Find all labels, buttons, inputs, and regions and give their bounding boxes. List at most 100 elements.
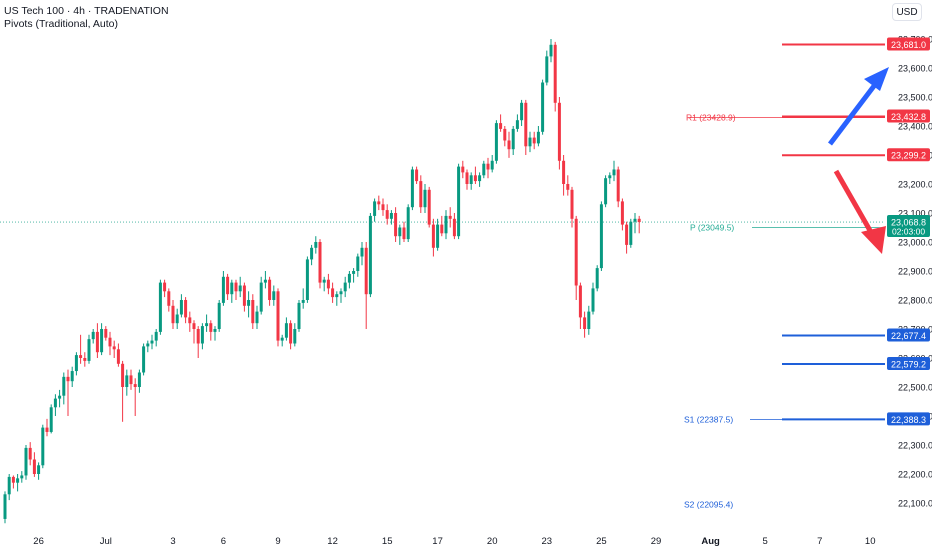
currency-button[interactable]: USD [892,3,922,21]
candle-body [24,447,28,476]
x-tick-label: 20 [487,536,498,547]
candle-body [620,201,624,225]
x-tick-label: 15 [382,536,393,547]
symbol-title[interactable]: US Tech 100 · 4h · TRADENATION [4,5,169,17]
support-price-tag [887,357,930,371]
up-arrow-head [864,67,889,91]
candle-body [486,163,490,170]
candle-body [419,181,423,208]
candle-body [360,247,364,257]
candle-body [461,166,465,173]
candle-body [251,300,255,324]
candle-body [163,282,167,292]
candle-body [356,256,360,271]
pivot-label-r1: R1 (23428.9) [686,113,736,123]
candle-body [373,201,377,216]
candle-body [16,478,20,483]
price-tags-layer: 23,681.0 23,432.8 23,299.2 22,677.4 22,579.2… [887,37,930,426]
candle-body [633,218,637,222]
y-tick-label: 22,300.0 [898,441,932,451]
candle-body [79,355,83,358]
candle-body [473,175,477,182]
candle-body [37,465,41,474]
candle-body [410,169,414,208]
candle-body [7,476,11,495]
x-tick-label: 10 [865,536,876,547]
candle-body [272,291,276,300]
pivot-label-s1: S1 (22387.5) [684,415,733,425]
y-tick-label: 23,400.0 [898,122,932,132]
candle-body [574,218,578,286]
candle-body [45,427,49,432]
candle-body [32,459,36,474]
x-tick-label: 12 [327,536,338,547]
candle-body [301,300,305,303]
candle-body [394,213,398,237]
support-price-tag-label: 22,677.4 [891,331,926,341]
y-tick-label: 22,900.0 [898,267,932,277]
price-axis: 22,100.022,200.022,300.022,400.022,500.0… [898,35,932,509]
y-tick-label: 23,600.0 [898,64,932,74]
x-tick-label: 9 [275,536,280,547]
candle-body [599,204,603,269]
candle-body [587,311,591,329]
indicator-label[interactable]: Pivots (Traditional, Auto) [4,18,118,30]
pivot-label-s2: S2 (22095.4) [684,499,733,509]
candle-body [259,282,263,312]
candle-body [578,285,582,318]
candle-body [515,120,519,129]
candle-body [100,329,104,353]
support-price-tag [887,412,930,426]
candle-body [381,204,385,211]
candle-body [192,323,196,329]
support-price-tag [887,328,930,342]
resistance-price-tag-label: 23,432.8 [891,112,926,122]
candle-body [209,323,213,332]
candle-body [318,242,322,283]
candle-body [507,140,511,150]
candle-body [431,224,435,248]
candle-body [343,282,347,292]
resistance-price-tag-label: 23,299.2 [891,151,926,161]
candle-body [167,291,171,306]
candle-body [549,44,553,57]
candle-body [389,213,393,219]
candle-body [108,337,112,347]
candle-body [242,285,246,306]
candle-body [125,375,129,387]
candle-body [137,372,141,387]
x-tick-label: 25 [596,536,607,547]
resistance-price-tag [887,109,930,123]
candle-body [612,169,616,176]
candle-body [104,329,108,338]
candle-body [226,276,230,295]
candle-body [154,331,158,341]
candle-body [452,218,456,237]
candle-body [511,128,515,150]
candle-body [616,169,620,202]
candle-body [230,282,234,295]
candle-body [196,329,200,344]
candle-body [331,288,335,298]
candle-body [314,242,318,248]
candle-body [436,224,440,248]
candle-body [66,376,70,382]
candle-body [520,102,524,121]
candle-body [562,160,566,184]
y-tick-label: 23,000.0 [898,238,932,248]
x-tick-label: 29 [651,536,662,547]
countdown-label: 02:03:00 [892,227,925,237]
candle-body [541,82,545,132]
candle-body [377,201,381,205]
y-tick-label: 22,500.0 [898,383,932,393]
candle-body [83,358,87,361]
candle-body [629,221,633,245]
candle-body [368,215,372,295]
y-tick-label: 22,100.0 [898,499,932,509]
candle-body [347,273,351,283]
candle-body [293,329,297,344]
candle-body [557,102,561,161]
candle-body [499,123,503,129]
